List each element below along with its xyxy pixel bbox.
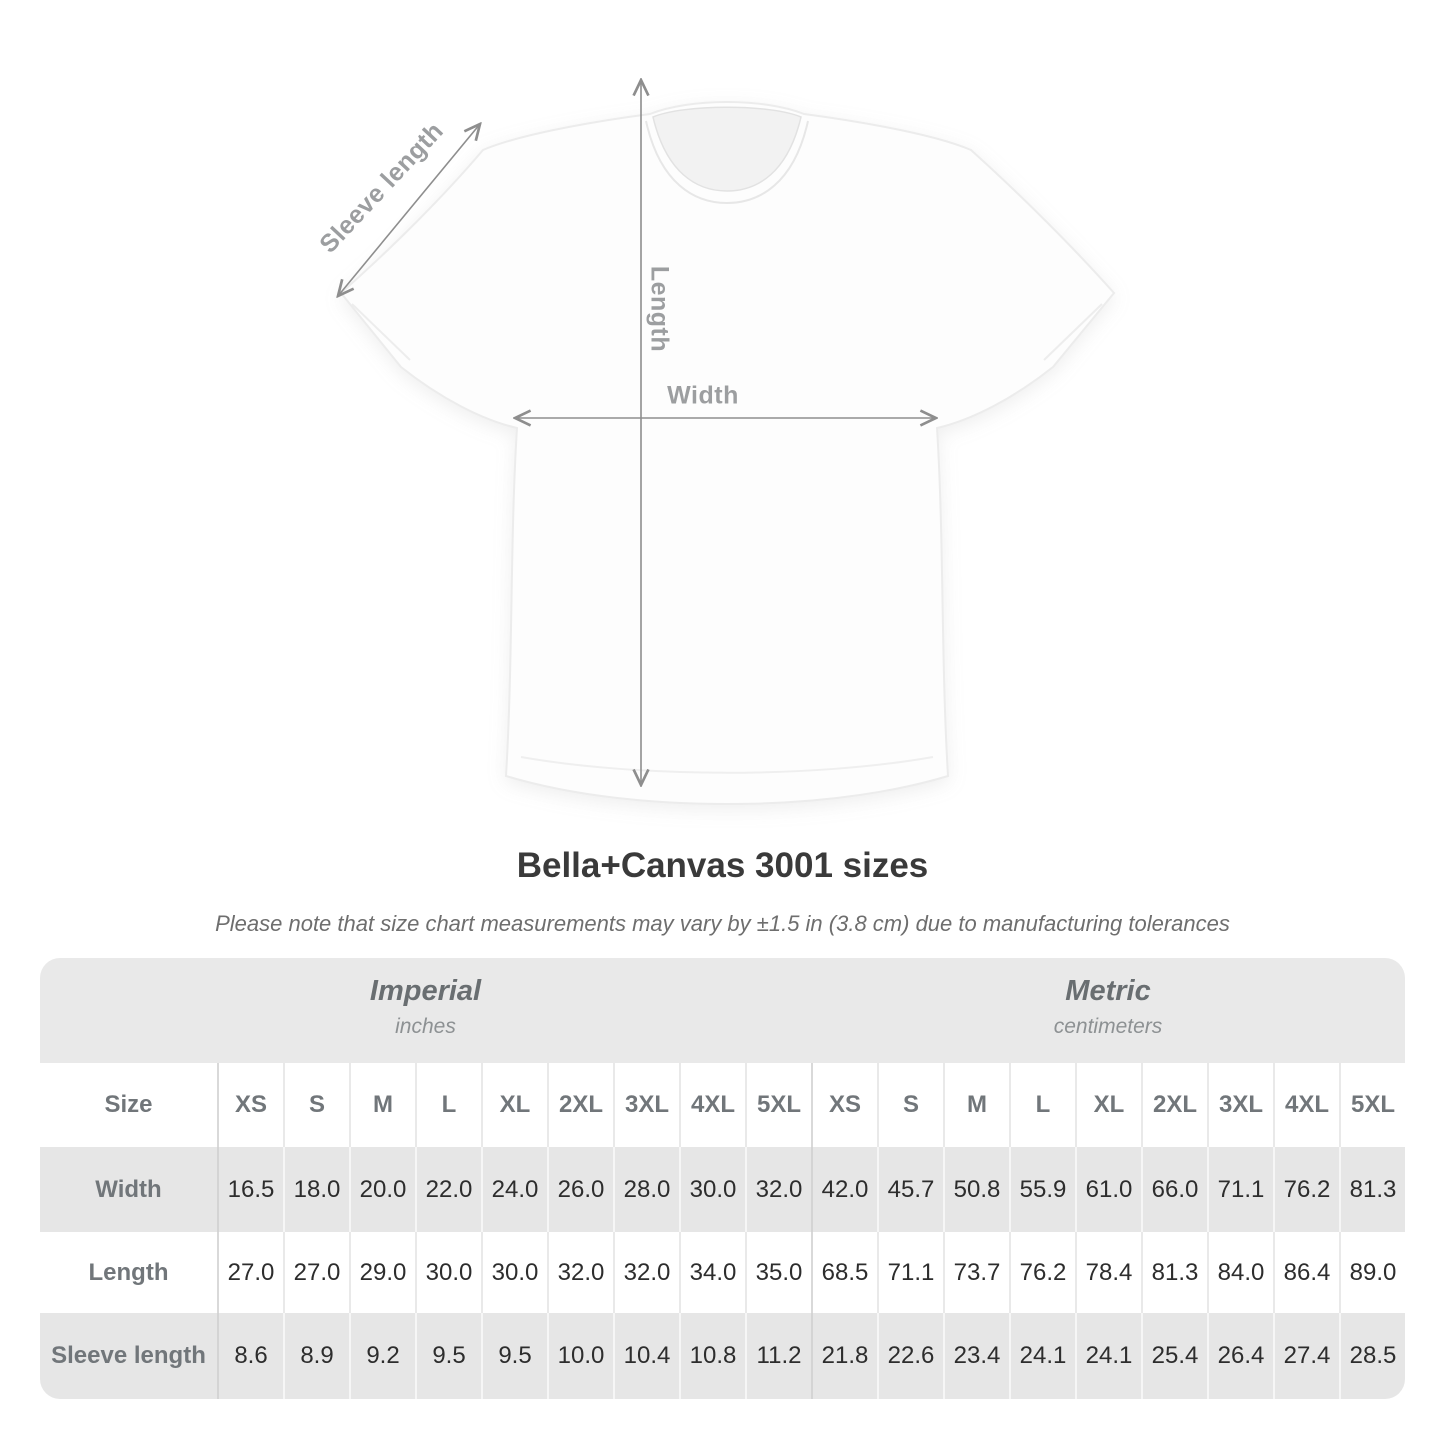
size-header-metric-m: M xyxy=(943,1063,1009,1147)
imperial-value-cell: 24.0 xyxy=(481,1147,547,1232)
size-header-imperial-xl: XL xyxy=(481,1063,547,1147)
row-label: Sleeve length xyxy=(40,1313,217,1399)
page-title: Bella+Canvas 3001 sizes xyxy=(516,846,929,885)
imperial-value-cell: 10.4 xyxy=(613,1313,679,1399)
row-label: Length xyxy=(40,1232,217,1313)
metric-value-cell: 73.7 xyxy=(943,1232,1009,1313)
imperial-value-cell: 9.2 xyxy=(349,1313,415,1399)
metric-header-group: Metric centimeters xyxy=(811,975,1405,1063)
metric-value-cell: 23.4 xyxy=(943,1313,1009,1399)
metric-value-cell: 71.1 xyxy=(1207,1147,1273,1232)
metric-value-cell: 27.4 xyxy=(1273,1313,1339,1399)
size-header-imperial-3xl: 3XL xyxy=(613,1063,679,1147)
metric-value-cell: 66.0 xyxy=(1141,1147,1207,1232)
imperial-subheader: inches xyxy=(395,1015,456,1038)
size-header-imperial-l: L xyxy=(415,1063,481,1147)
metric-value-cell: 84.0 xyxy=(1207,1232,1273,1313)
metric-value-cell: 76.2 xyxy=(1009,1232,1075,1313)
size-header-metric-4xl: 4XL xyxy=(1273,1063,1339,1147)
metric-value-cell: 81.3 xyxy=(1141,1232,1207,1313)
imperial-value-cell: 9.5 xyxy=(415,1313,481,1399)
imperial-value-cell: 30.0 xyxy=(679,1147,745,1232)
metric-value-cell: 78.4 xyxy=(1075,1232,1141,1313)
metric-value-cell: 42.0 xyxy=(811,1147,877,1232)
imperial-value-cell: 26.0 xyxy=(547,1147,613,1232)
metric-value-cell: 81.3 xyxy=(1339,1147,1405,1232)
collar-opening xyxy=(652,106,802,192)
imperial-value-cell: 9.5 xyxy=(481,1313,547,1399)
tshirt-diagram: Sleeve length Length Width xyxy=(0,0,1116,806)
size-header-metric-2xl: 2XL xyxy=(1141,1063,1207,1147)
metric-value-cell: 68.5 xyxy=(811,1232,877,1313)
unit-header-band: Imperial inches Metric centimeters xyxy=(40,958,1405,1063)
metric-value-cell: 61.0 xyxy=(1075,1147,1141,1232)
imperial-value-cell: 10.0 xyxy=(547,1313,613,1399)
imperial-value-cell: 27.0 xyxy=(217,1232,283,1313)
metric-value-cell: 28.5 xyxy=(1339,1313,1405,1399)
metric-subheader: centimeters xyxy=(1053,1015,1163,1038)
row-label: Width xyxy=(40,1147,217,1232)
imperial-header: Imperial xyxy=(369,975,482,1007)
metric-value-cell: 89.0 xyxy=(1339,1232,1405,1313)
metric-value-cell: 86.4 xyxy=(1273,1232,1339,1313)
metric-value-cell: 22.6 xyxy=(877,1313,943,1399)
metric-value-cell: 76.2 xyxy=(1273,1147,1339,1232)
imperial-value-cell: 30.0 xyxy=(415,1232,481,1313)
size-header-imperial-m: M xyxy=(349,1063,415,1147)
size-header-metric-xl: XL xyxy=(1075,1063,1141,1147)
imperial-header-group: Imperial inches xyxy=(40,975,811,1063)
metric-value-cell: 26.4 xyxy=(1207,1313,1273,1399)
size-table: Imperial inches Metric centimeters Size X… xyxy=(40,958,1405,1399)
left-cuff-stitch xyxy=(351,303,411,361)
size-corner-header: Size xyxy=(40,1063,217,1147)
tshirt-silhouette xyxy=(339,101,1116,806)
sleeve-length-arrow xyxy=(338,124,480,296)
size-header-imperial-xs: XS xyxy=(217,1063,283,1147)
metric-header: Metric xyxy=(1065,975,1151,1007)
metric-value-cell: 21.8 xyxy=(811,1313,877,1399)
imperial-value-cell: 32.0 xyxy=(547,1232,613,1313)
size-header-metric-s: S xyxy=(877,1063,943,1147)
imperial-value-cell: 27.0 xyxy=(283,1232,349,1313)
size-header-metric-3xl: 3XL xyxy=(1207,1063,1273,1147)
size-table-grid: Size XS S M L XL 2XL 3XL 4XL 5XL XS S M L XL 2XL 3XL 4XL 5… xyxy=(40,1063,1405,1399)
size-header-imperial-2xl: 2XL xyxy=(547,1063,613,1147)
size-header-imperial-4xl: 4XL xyxy=(679,1063,745,1147)
size-header-metric-l: L xyxy=(1009,1063,1075,1147)
imperial-value-cell: 11.2 xyxy=(745,1313,811,1399)
imperial-value-cell: 32.0 xyxy=(613,1232,679,1313)
imperial-value-cell: 8.9 xyxy=(283,1313,349,1399)
right-cuff-stitch xyxy=(1043,303,1103,361)
imperial-value-cell: 30.0 xyxy=(481,1232,547,1313)
imperial-value-cell: 32.0 xyxy=(745,1147,811,1232)
imperial-value-cell: 29.0 xyxy=(349,1232,415,1313)
imperial-value-cell: 20.0 xyxy=(349,1147,415,1232)
metric-value-cell: 55.9 xyxy=(1009,1147,1075,1232)
metric-value-cell: 45.7 xyxy=(877,1147,943,1232)
tshirt-graphic xyxy=(0,0,1116,806)
imperial-value-cell: 28.0 xyxy=(613,1147,679,1232)
hem-stitch xyxy=(520,756,934,774)
imperial-value-cell: 16.5 xyxy=(217,1147,283,1232)
size-header-imperial-5xl: 5XL xyxy=(745,1063,811,1147)
width-label: Width xyxy=(667,381,739,410)
metric-value-cell: 71.1 xyxy=(877,1232,943,1313)
imperial-value-cell: 22.0 xyxy=(415,1147,481,1232)
metric-value-cell: 24.1 xyxy=(1075,1313,1141,1399)
metric-value-cell: 25.4 xyxy=(1141,1313,1207,1399)
metric-value-cell: 50.8 xyxy=(943,1147,1009,1232)
metric-value-cell: 24.1 xyxy=(1009,1313,1075,1399)
size-header-metric-5xl: 5XL xyxy=(1339,1063,1405,1147)
collar-stitch xyxy=(645,120,809,205)
imperial-value-cell: 10.8 xyxy=(679,1313,745,1399)
imperial-value-cell: 34.0 xyxy=(679,1232,745,1313)
tolerance-note: Please note that size chart measurements… xyxy=(215,911,1230,936)
size-header-metric-xs: XS xyxy=(811,1063,877,1147)
imperial-value-cell: 35.0 xyxy=(745,1232,811,1313)
size-header-imperial-s: S xyxy=(283,1063,349,1147)
length-label: Length xyxy=(645,265,674,353)
imperial-value-cell: 8.6 xyxy=(217,1313,283,1399)
imperial-value-cell: 18.0 xyxy=(283,1147,349,1232)
